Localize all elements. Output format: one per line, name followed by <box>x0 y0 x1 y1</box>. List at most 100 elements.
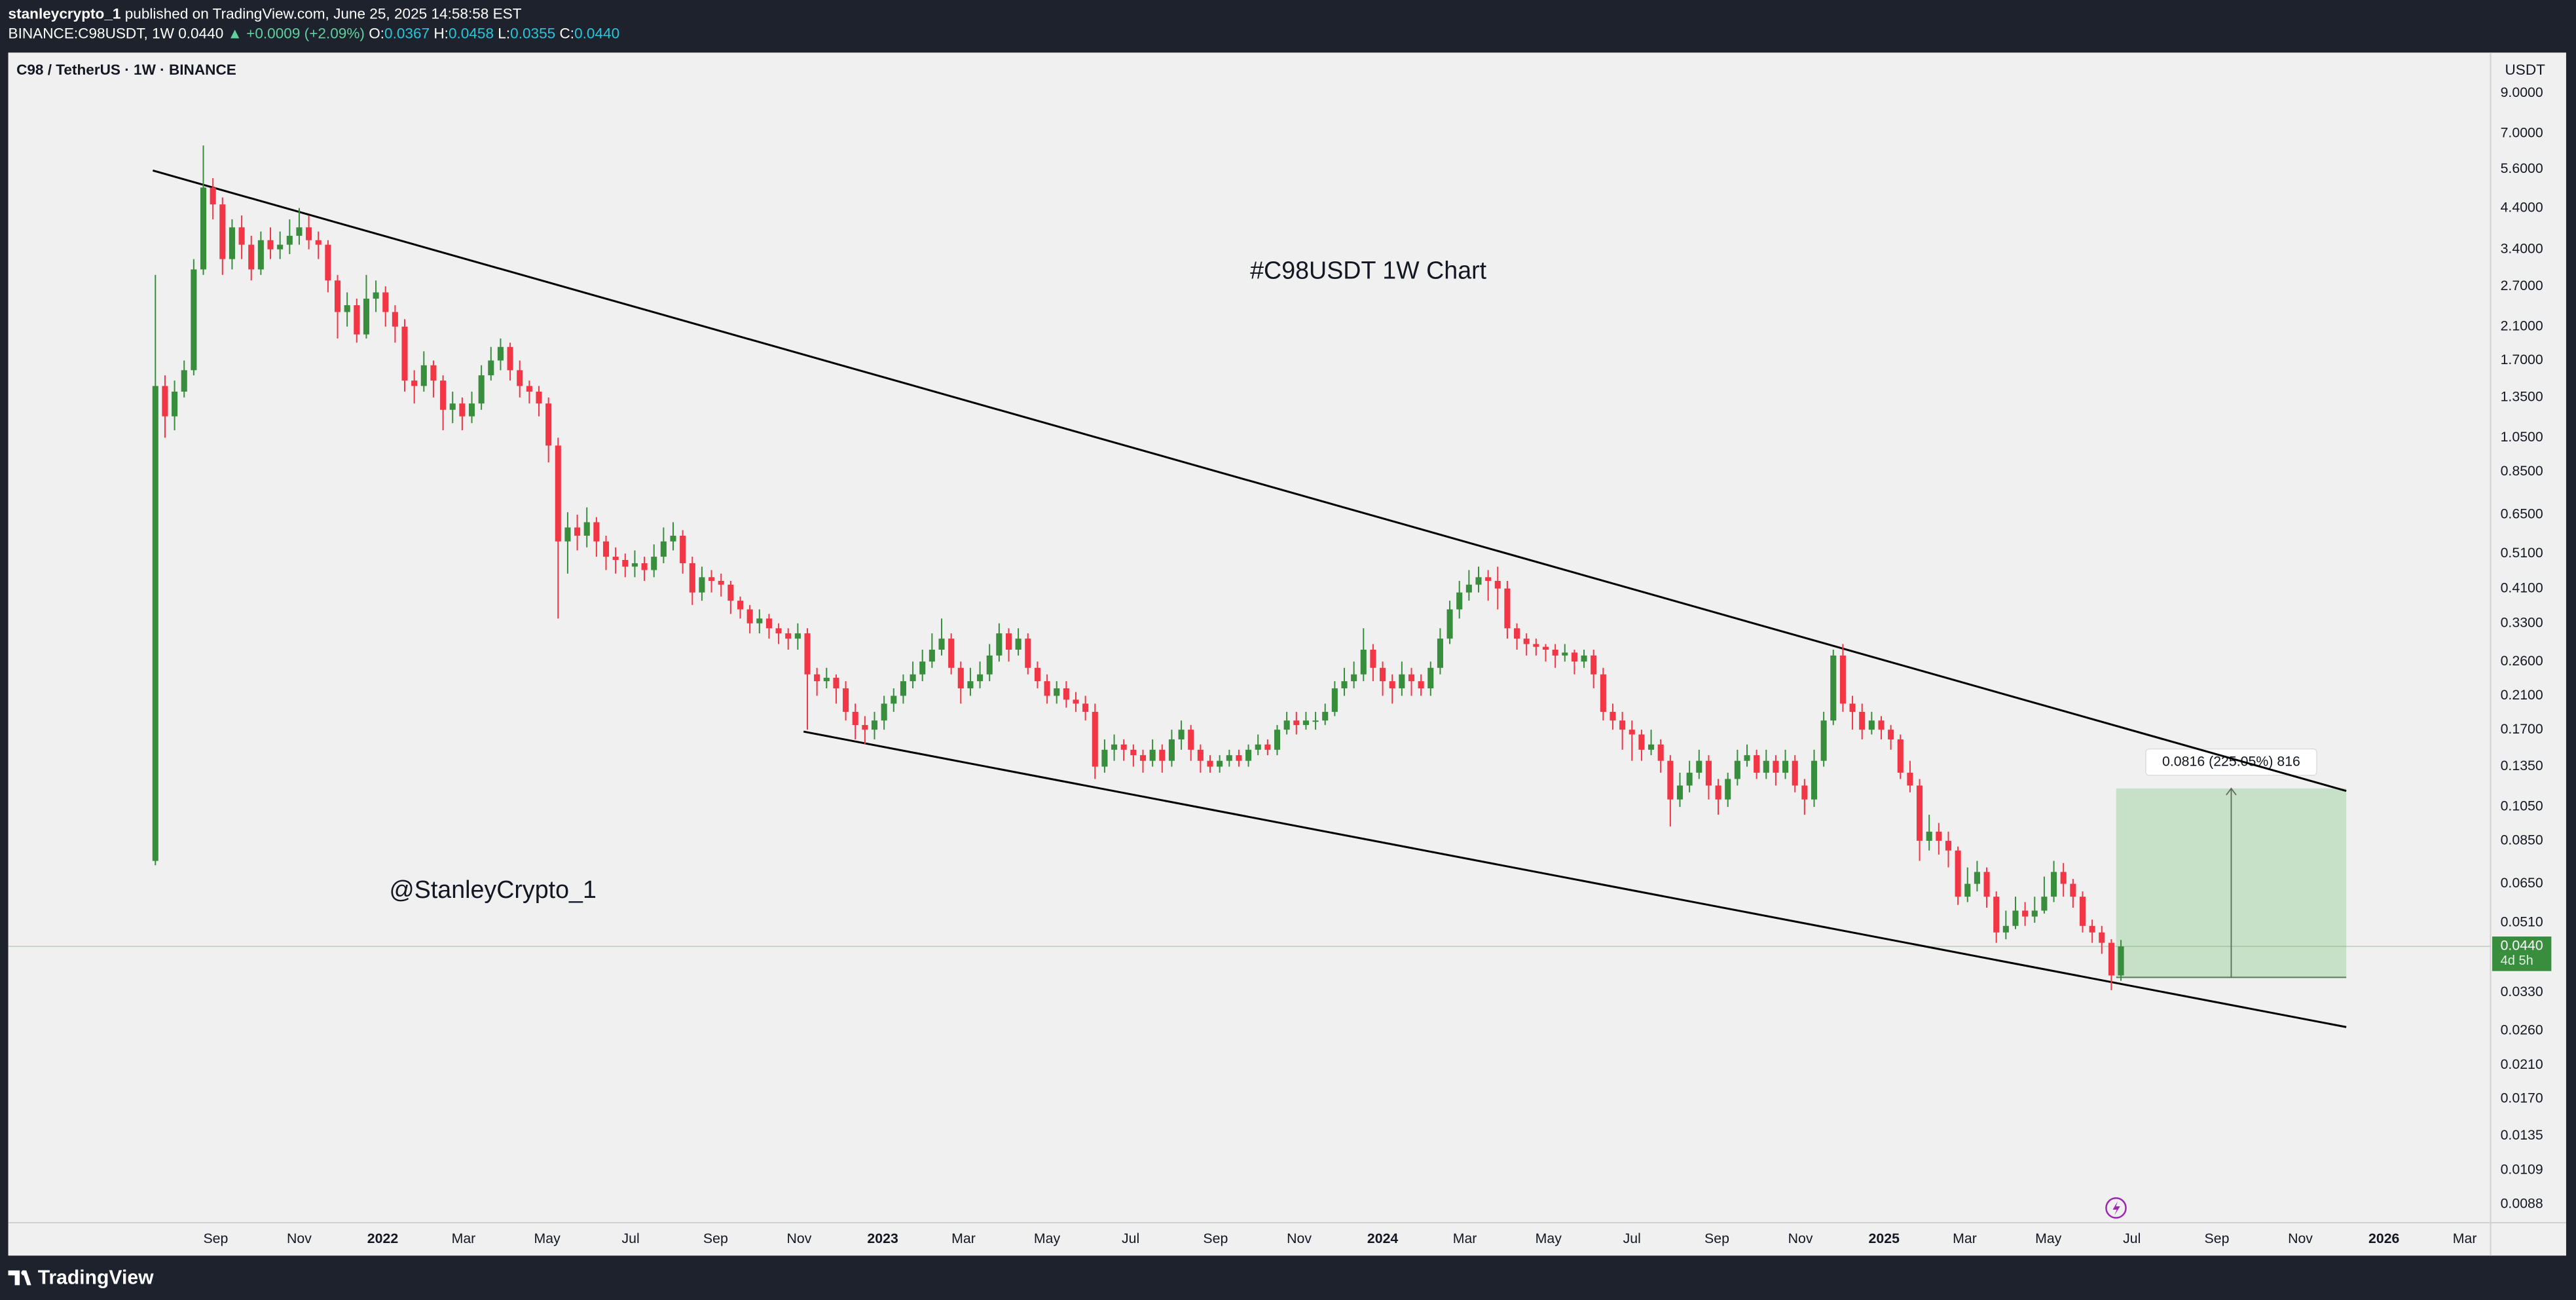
y-tick-label: 0.0210 <box>2501 1056 2543 1072</box>
y-tick-label: 3.4000 <box>2501 240 2543 256</box>
measure-arrowhead <box>2226 787 2237 796</box>
candle-body <box>1341 681 1348 689</box>
candle-body <box>210 187 216 205</box>
candle-body <box>517 370 523 386</box>
y-tick-label: 0.1050 <box>2501 798 2543 814</box>
y-tick-label: 1.0500 <box>2501 429 2543 445</box>
price-tag-countdown: 4d 5h <box>2501 954 2533 968</box>
candle-body <box>1715 785 1721 800</box>
y-tick-label: 0.4100 <box>2501 580 2543 595</box>
candle-body <box>1255 744 1261 750</box>
candle-body <box>1667 760 1674 800</box>
candle-body <box>1293 720 1300 726</box>
candle-body <box>891 696 897 704</box>
last: 0.0440 <box>178 26 223 42</box>
candle-body <box>871 720 878 730</box>
candle-body <box>1533 644 1539 647</box>
candle-body <box>1897 739 1904 773</box>
candle-body <box>708 577 715 581</box>
candle-body <box>862 725 868 730</box>
candle-body <box>1015 639 1021 650</box>
x-tick-label: 2022 <box>367 1231 398 1246</box>
candle-body <box>1408 674 1415 682</box>
y-tick-label: 0.3300 <box>2501 614 2543 630</box>
candle-body <box>1917 785 1923 841</box>
y-tick-label: 9.0000 <box>2501 84 2543 100</box>
x-tick-label: Sep <box>1203 1231 1228 1246</box>
candle-body <box>315 240 322 245</box>
x-tick-label: Jul <box>1122 1231 1139 1246</box>
candle-body <box>430 365 437 381</box>
y-tick-label: 0.1700 <box>2501 721 2543 737</box>
candle-body <box>162 386 168 417</box>
candle-body <box>900 681 906 696</box>
candle-body <box>641 563 648 570</box>
candle-body <box>1063 688 1069 700</box>
x-tick-label: Sep <box>2205 1231 2230 1246</box>
candle-body <box>1207 760 1213 767</box>
candle-body <box>957 667 964 689</box>
candle-body <box>564 527 571 542</box>
candle-body <box>1504 588 1511 629</box>
candle-body <box>2079 897 2086 926</box>
y-tick-label: 0.0650 <box>2501 875 2543 891</box>
candle-body <box>660 541 667 557</box>
candle-body <box>1830 655 1837 721</box>
candle-body <box>1562 652 1568 656</box>
y-tick-label: 2.1000 <box>2501 318 2543 333</box>
candle-body <box>1034 667 1040 682</box>
candle-body <box>354 305 360 335</box>
y-tick-label: 0.2100 <box>2501 687 2543 703</box>
candle-body <box>1494 580 1501 589</box>
candle-body <box>1725 779 1731 800</box>
candle-body <box>1283 720 1290 730</box>
candle-body <box>2089 925 2095 933</box>
symbol: BINANCE:C98USDT, 1W <box>9 26 175 42</box>
candle-body <box>881 703 887 721</box>
candle-body <box>1705 760 1712 786</box>
candle-body <box>420 365 427 386</box>
candle-body <box>1676 785 1684 800</box>
pane: 0.0816 (225.05%) 816 #C98USDT 1W Chart @St… <box>8 145 2491 1028</box>
candle-body <box>440 381 447 410</box>
candle-body <box>1773 760 1779 773</box>
x-tick-label: Nov <box>786 1231 811 1246</box>
candle-body <box>545 403 552 446</box>
candle-body <box>286 236 293 245</box>
candle-body <box>325 244 331 281</box>
candle-body <box>670 535 676 542</box>
x-tick-label: Jul <box>1623 1231 1641 1246</box>
chart-background <box>8 52 2566 1256</box>
candle-body <box>1523 639 1530 644</box>
candle-body <box>219 204 226 259</box>
candle-body <box>765 618 772 629</box>
candle-body <box>526 386 532 392</box>
candle-body <box>411 381 418 386</box>
candle-body <box>1149 749 1156 761</box>
y-tick-label: 0.0109 <box>2501 1161 2543 1177</box>
candle-body <box>718 580 724 585</box>
candle-body <box>2041 897 2048 911</box>
published: published on TradingView.com, June 25, 2… <box>125 6 522 22</box>
candle-body <box>699 577 705 593</box>
candle-body <box>583 522 590 536</box>
y-tick-label: 5.6000 <box>2501 160 2543 176</box>
publisher: stanleycrypto_1 <box>9 6 121 22</box>
candle-body <box>1427 667 1434 689</box>
candle-body <box>1552 650 1558 656</box>
candle-body <box>1054 688 1060 696</box>
ohlc-o: O: <box>369 26 384 42</box>
candle-body <box>334 280 341 312</box>
candle-body <box>938 639 945 650</box>
candle-body <box>1907 772 1913 786</box>
candle-body <box>1111 744 1118 750</box>
candle-body <box>1974 872 1980 884</box>
candle-body <box>612 557 619 560</box>
candle-body <box>555 445 561 542</box>
candle-body <box>1351 674 1357 682</box>
x-tick-label: Nov <box>1788 1231 1813 1246</box>
y-tick-label: 0.0135 <box>2501 1127 2543 1143</box>
candle-body <box>1811 760 1818 800</box>
candle-body <box>1619 720 1626 730</box>
